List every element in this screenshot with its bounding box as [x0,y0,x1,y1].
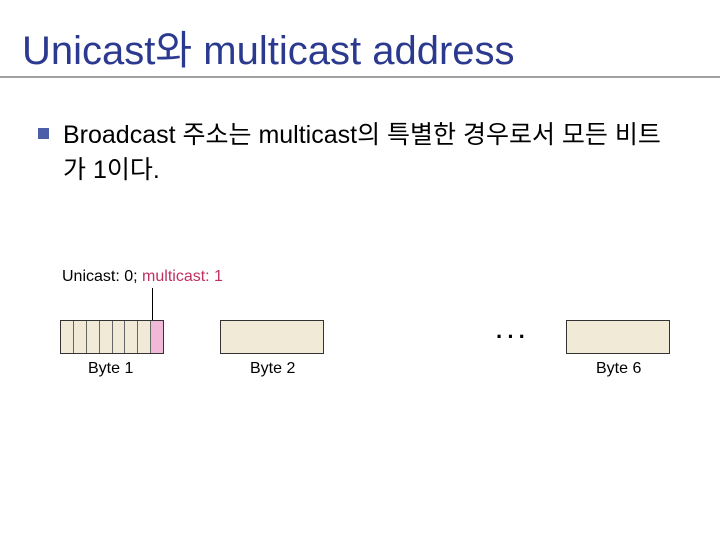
byte-2-block [220,320,324,354]
byte-6-block [566,320,670,354]
bit-cell [74,321,87,353]
byte-2-label: Byte 2 [250,360,295,378]
ellipsis: ··· [496,324,530,350]
diagram-legend: Unicast: 0; multicast: 1 [62,268,223,286]
byte-1-label: Byte 1 [88,360,133,378]
bit-cell [113,321,126,353]
bullet-text: Broadcast 주소는 multicast의 특별한 경우로서 모든 비트가… [63,118,678,188]
bit-cell [61,321,74,353]
byte-1-block [60,320,164,354]
bullet-square-icon [38,128,49,139]
title-underline [0,76,720,78]
bit-cell-multicast [151,321,163,353]
slide-title: Unicast와 multicast address [22,18,515,76]
bit-cell [100,321,113,353]
byte-6-label: Byte 6 [596,360,641,378]
legend-unicast: Unicast: 0; [62,268,142,285]
bit-cell [125,321,138,353]
bullet-item: Broadcast 주소는 multicast의 특별한 경우로서 모든 비트가… [38,118,678,188]
bit-cell [138,321,151,353]
bit-cell [87,321,100,353]
legend-multicast: multicast: 1 [142,268,223,285]
